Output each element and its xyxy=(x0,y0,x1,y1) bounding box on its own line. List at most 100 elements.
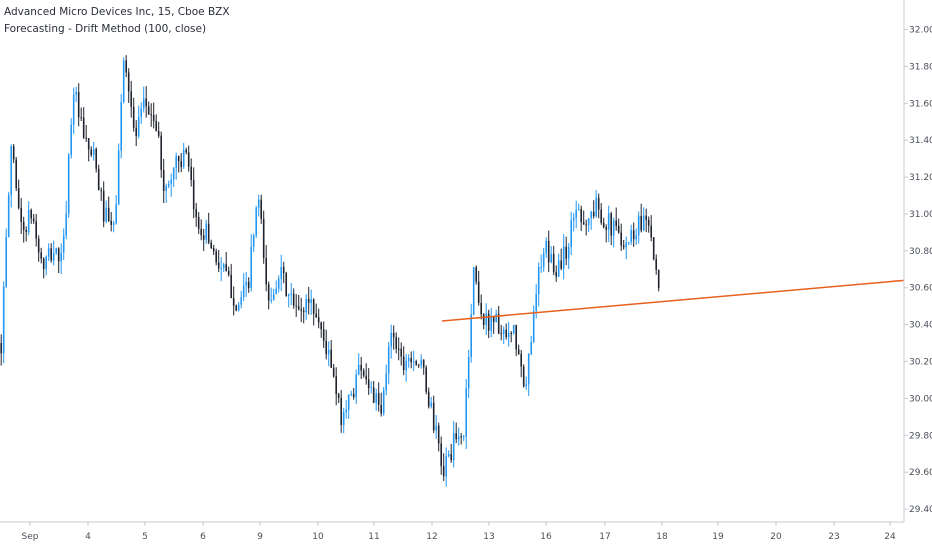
candle-body xyxy=(317,317,320,323)
candle-body xyxy=(630,230,632,242)
candle-body xyxy=(565,246,567,259)
time-tick-label: 18 xyxy=(656,532,668,542)
candle-body xyxy=(207,223,210,243)
candle-body xyxy=(82,117,85,138)
candle-body xyxy=(115,204,117,224)
price-tick-label: 31.20 xyxy=(909,173,932,183)
candle-body xyxy=(395,337,397,349)
candle-body xyxy=(552,254,555,273)
candle-body xyxy=(347,394,350,410)
drift-forecast-line[interactable] xyxy=(441,279,905,322)
time-tick-label: 12 xyxy=(426,532,437,542)
candle-body xyxy=(500,333,502,335)
price-tick-label: 30.80 xyxy=(909,247,932,257)
candle-body xyxy=(360,364,362,371)
candle-body xyxy=(485,313,487,325)
candle-body xyxy=(582,222,585,225)
time-tick-label: 4 xyxy=(85,532,91,542)
candle-body xyxy=(155,120,157,131)
candle-body xyxy=(635,235,637,240)
candle-body xyxy=(110,220,112,225)
candle-body xyxy=(52,252,55,261)
candle-body xyxy=(647,219,650,226)
candle-body xyxy=(617,225,620,233)
candle-body xyxy=(512,324,515,334)
candle-body xyxy=(132,106,135,128)
candle-body xyxy=(120,102,122,151)
price-tick-label: 29.80 xyxy=(909,431,932,441)
candle-body xyxy=(595,197,597,217)
candle-body xyxy=(260,199,262,219)
candle-body xyxy=(587,218,590,226)
candle-body xyxy=(427,391,430,407)
candle-body xyxy=(367,379,370,389)
candle-body xyxy=(592,211,595,217)
candle-body xyxy=(325,340,327,355)
price-tick-label: 30.00 xyxy=(909,394,932,404)
candle-body xyxy=(505,329,507,338)
candle-body xyxy=(40,252,42,259)
candle-body xyxy=(625,242,627,248)
candle-body xyxy=(192,179,195,210)
candle-body xyxy=(172,168,175,180)
candle-body xyxy=(577,209,580,211)
candle-body xyxy=(580,209,582,223)
candle-body xyxy=(330,349,332,368)
indicator-label[interactable]: Forecasting - Drift Method (100, close) xyxy=(4,23,207,35)
candle-body xyxy=(387,346,390,374)
candle-body xyxy=(285,273,287,297)
price-axis[interactable]: 29.40 29.60 29.80 30.00 30.20 30.40 30.60 30.80… xyxy=(903,0,932,522)
candle-body xyxy=(320,322,322,330)
candle-body xyxy=(422,359,425,368)
candle-body xyxy=(17,188,20,208)
candle-body xyxy=(7,195,10,237)
candle-body xyxy=(130,91,132,107)
candle-body xyxy=(640,215,642,231)
time-tick-label: 19 xyxy=(712,532,724,542)
candle-body xyxy=(195,209,197,217)
candle-body xyxy=(437,425,440,444)
candle-body xyxy=(305,298,307,313)
candle-body xyxy=(357,364,360,375)
price-tick-label: 30.60 xyxy=(909,284,932,294)
candle-body xyxy=(497,313,500,334)
candle-body xyxy=(612,220,615,236)
candle-body xyxy=(537,267,540,294)
candle-body xyxy=(572,217,575,221)
candle-body xyxy=(597,197,600,210)
candle-body xyxy=(412,361,415,363)
candle-body xyxy=(622,245,625,248)
candle-body xyxy=(240,297,242,305)
candle-body xyxy=(377,393,380,406)
time-axis[interactable]: Sep 4 5 6 9 10 11 12 13 16 17 18 19 20 23 24 xyxy=(0,521,904,542)
candle-body xyxy=(165,186,167,191)
candle-body xyxy=(280,266,282,279)
candle-body xyxy=(405,360,407,371)
candle-body xyxy=(525,384,527,387)
candles-layer xyxy=(0,55,660,487)
candle-body xyxy=(182,149,185,167)
candle-body xyxy=(302,310,305,313)
candle-body xyxy=(380,405,382,414)
candle-body xyxy=(77,92,80,118)
price-tick-label: 29.40 xyxy=(909,505,932,515)
candle-body xyxy=(87,138,90,150)
candle-body xyxy=(475,267,477,282)
candle-body xyxy=(642,215,645,231)
candle-body xyxy=(610,213,612,236)
candle-body xyxy=(530,342,532,355)
candle-body xyxy=(450,454,452,461)
candle-body xyxy=(212,247,215,252)
candle-body xyxy=(372,387,375,403)
candle-body xyxy=(440,443,442,467)
candle-body xyxy=(397,348,400,350)
candle-body xyxy=(352,393,355,398)
candle-body xyxy=(487,313,490,331)
candle-body xyxy=(97,168,100,191)
candle-body xyxy=(85,137,87,139)
candle-body xyxy=(95,148,97,169)
candle-body xyxy=(62,235,65,253)
candle-body xyxy=(557,260,560,277)
